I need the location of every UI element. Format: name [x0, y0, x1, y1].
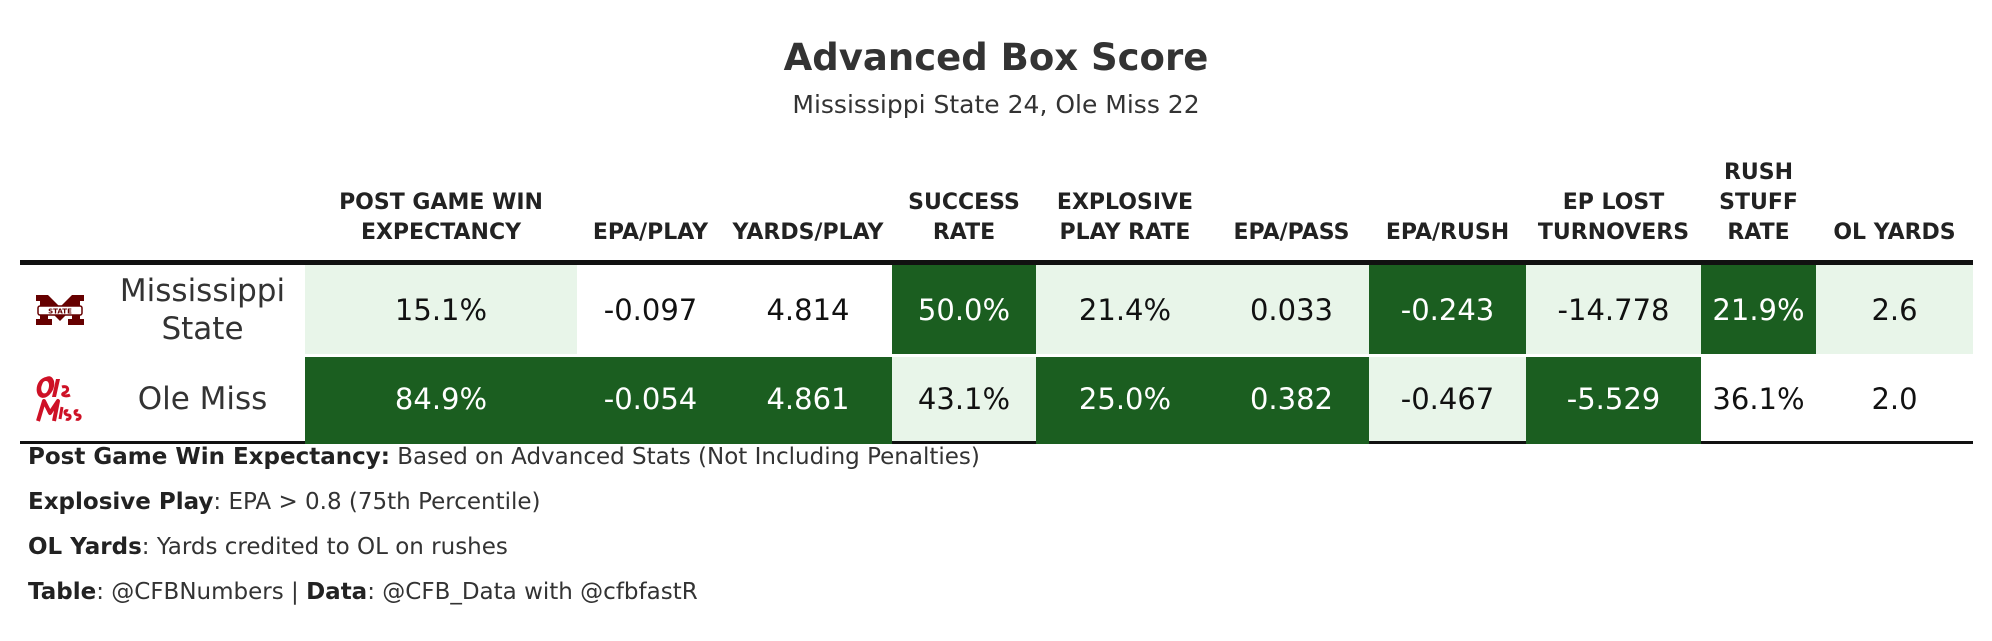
value-cell-wp: 84.9% — [305, 355, 577, 444]
credit-data-label: Data — [306, 579, 368, 605]
column-header-ol: OL YARDS — [1816, 140, 1973, 265]
box-score-table: POST GAME WIN EXPECTANCY EPA/PLAY YARDS/PL… — [20, 140, 1973, 444]
value-cell-ol: 2.0 — [1816, 355, 1973, 444]
team-name: Ole Miss — [137, 381, 268, 417]
value-cell-yds_play: 4.861 — [724, 355, 892, 444]
value-cell-epa_play: -0.054 — [577, 355, 724, 444]
value-cell-epa_play: -0.097 — [577, 262, 724, 357]
chart-title: Advanced Box Score — [783, 36, 1209, 79]
footnote-credit: Table: @CFBNumbers | Data: @CFB_Data wit… — [28, 575, 980, 620]
value-cell-success: 50.0% — [892, 262, 1036, 357]
value-cell-explosive: 25.0% — [1036, 355, 1214, 444]
footnote-text: Based on Advanced Stats (Not Including P… — [389, 444, 980, 470]
svg-text:STATE: STATE — [48, 307, 72, 315]
chart-subtitle: Mississippi State 24, Ole Miss 22 — [792, 90, 1200, 119]
column-header-wp: POST GAME WIN EXPECTANCY — [305, 140, 577, 265]
footnotes: Post Game Win Expectancy: Based on Advan… — [28, 440, 980, 620]
value-cell-ep_lost: -5.529 — [1526, 355, 1701, 444]
table-row: STATE Mississippi State 15.1% -0.097 4.814 50… — [20, 262, 1973, 357]
credit-table-label: Table — [28, 579, 97, 605]
column-header-epa_play: EPA/PLAY — [577, 140, 724, 265]
column-header-team — [20, 140, 305, 265]
header-row: POST GAME WIN EXPECTANCY EPA/PLAY YARDS/PL… — [20, 140, 1973, 265]
footnote-label: OL Yards — [28, 534, 142, 560]
team-name: Mississippi State — [119, 272, 286, 347]
column-header-yds_play: YARDS/PLAY — [724, 140, 892, 265]
credit-table-value: : @CFBNumbers | — [96, 579, 307, 605]
value-cell-success: 43.1% — [892, 355, 1036, 444]
footnote-ol-yards: OL Yards: Yards credited to OL on rushes — [28, 530, 980, 575]
value-cell-stuff: 21.9% — [1701, 262, 1816, 357]
value-cell-explosive: 21.4% — [1036, 262, 1214, 357]
column-header-epa_pass: EPA/PASS — [1214, 140, 1369, 265]
team-cell: STATE Mississippi State — [20, 262, 305, 357]
value-cell-epa_pass: 0.033 — [1214, 262, 1369, 357]
column-header-success: SUCCESS RATE — [892, 140, 1036, 265]
value-cell-ol: 2.6 — [1816, 262, 1973, 357]
footnote-win-expectancy: Post Game Win Expectancy: Based on Advan… — [28, 440, 980, 485]
mississippi-state-logo-icon: STATE — [20, 293, 100, 327]
footnote-explosive-play: Explosive Play: EPA > 0.8 (75th Percenti… — [28, 485, 980, 530]
value-cell-ep_lost: -14.778 — [1526, 262, 1701, 357]
column-header-explosive: EXPLOSIVE PLAY RATE — [1036, 140, 1214, 265]
value-cell-wp: 15.1% — [305, 262, 577, 357]
credit-data-value: : @CFB_Data with @cfbfastR — [367, 579, 698, 605]
ole-miss-logo-icon — [20, 373, 100, 425]
column-header-epa_rush: EPA/RUSH — [1369, 140, 1526, 265]
value-cell-epa_pass: 0.382 — [1214, 355, 1369, 444]
column-header-ep_lost: EP LOST TURNOVERS — [1526, 140, 1701, 265]
column-header-stuff: RUSH STUFF RATE — [1701, 140, 1816, 265]
value-cell-stuff: 36.1% — [1701, 355, 1816, 444]
footnote-text: : EPA > 0.8 (75th Percentile) — [213, 489, 541, 515]
table-row: Ole Miss 84.9% -0.054 4.861 43.1% 25.0% 0.382-… — [20, 355, 1973, 444]
footnote-label: Post Game Win Expectancy: — [28, 444, 390, 470]
value-cell-yds_play: 4.814 — [724, 262, 892, 357]
table-body: STATE Mississippi State 15.1% -0.097 4.814 50… — [20, 262, 1973, 444]
value-cell-epa_rush: -0.467 — [1369, 355, 1526, 444]
value-cell-epa_rush: -0.243 — [1369, 262, 1526, 357]
footnote-label: Explosive Play — [28, 489, 214, 515]
team-cell: Ole Miss — [20, 355, 305, 444]
footnote-text: : Yards credited to OL on rushes — [141, 534, 508, 560]
